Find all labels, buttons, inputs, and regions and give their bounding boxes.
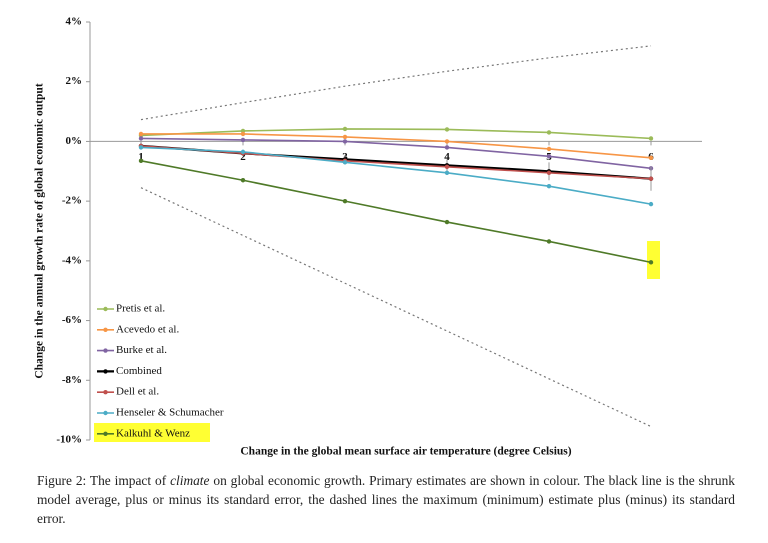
point bbox=[444, 127, 450, 132]
point bbox=[648, 201, 654, 207]
y-tick-label: -8% bbox=[62, 374, 82, 386]
point bbox=[444, 145, 450, 150]
point bbox=[240, 137, 246, 143]
point bbox=[444, 139, 450, 144]
series-line bbox=[140, 137, 652, 170]
y-axis-label: Change in the annual growth rate of glob… bbox=[34, 83, 46, 378]
y-tick-label: 4% bbox=[66, 16, 83, 28]
legend-label: Combined bbox=[116, 365, 162, 377]
x-tick-label: 2 bbox=[240, 151, 246, 163]
point bbox=[648, 155, 654, 161]
point bbox=[546, 170, 552, 175]
y-tick-label: -6% bbox=[62, 314, 82, 326]
legend-label: Henseler & Schumacher bbox=[116, 407, 224, 419]
series-line bbox=[140, 145, 652, 180]
point bbox=[444, 219, 450, 225]
point bbox=[546, 239, 552, 244]
point bbox=[546, 184, 552, 189]
caption-text: on global economic growth. Primary estim… bbox=[37, 473, 735, 526]
legend-marker bbox=[103, 390, 108, 395]
caption: Figure 2: The impact of climate on globa… bbox=[37, 471, 735, 528]
legend-marker bbox=[103, 431, 108, 436]
point bbox=[648, 176, 654, 181]
legend-label: Pretis et al. bbox=[116, 303, 165, 315]
point bbox=[342, 139, 348, 144]
point bbox=[138, 145, 144, 150]
point bbox=[240, 149, 246, 155]
point bbox=[444, 170, 450, 175]
legend-marker bbox=[103, 410, 108, 416]
point bbox=[546, 154, 552, 159]
series-line bbox=[140, 160, 652, 264]
legend-marker bbox=[103, 348, 108, 353]
point bbox=[240, 131, 246, 137]
point bbox=[240, 178, 246, 183]
legend-label: Kalkuhl & Wenz bbox=[116, 427, 190, 439]
point bbox=[138, 136, 144, 141]
series-line bbox=[141, 133, 652, 159]
legend-marker bbox=[103, 369, 108, 374]
point bbox=[444, 164, 450, 170]
legend-marker bbox=[103, 306, 108, 312]
x-tick-label: 1 bbox=[138, 151, 144, 163]
point bbox=[138, 131, 144, 137]
y-tick-label: 0% bbox=[66, 135, 83, 147]
legend-label: Burke et al. bbox=[116, 344, 167, 356]
legend-label: Acevedo et al. bbox=[116, 323, 179, 335]
x-axis-label: Change in the global mean surface air te… bbox=[240, 446, 571, 458]
point bbox=[546, 130, 552, 135]
point bbox=[342, 126, 348, 132]
point bbox=[138, 158, 144, 164]
legend-marker bbox=[103, 327, 108, 332]
series-line bbox=[140, 128, 652, 140]
x-tick-label: 4 bbox=[444, 151, 450, 163]
chart: Change in the annual growth rate of glob… bbox=[34, 16, 702, 458]
point bbox=[648, 260, 654, 265]
point bbox=[342, 134, 348, 140]
point bbox=[648, 136, 654, 141]
caption-text: Figure 2: The impact of bbox=[37, 473, 171, 488]
legend-label: Dell et al. bbox=[116, 386, 159, 398]
highlight bbox=[647, 241, 660, 279]
y-tick-label: -2% bbox=[62, 195, 82, 207]
legend-highlight bbox=[94, 423, 210, 442]
point bbox=[546, 146, 552, 152]
y-tick-label: -10% bbox=[56, 434, 82, 446]
point bbox=[342, 160, 348, 165]
y-tick-label: -4% bbox=[62, 254, 82, 266]
series-line bbox=[140, 146, 652, 205]
bound-line bbox=[140, 45, 652, 121]
point bbox=[342, 198, 348, 204]
bound-line bbox=[140, 187, 652, 428]
y-tick-label: 2% bbox=[66, 75, 83, 87]
caption-italic: climate bbox=[170, 473, 210, 488]
